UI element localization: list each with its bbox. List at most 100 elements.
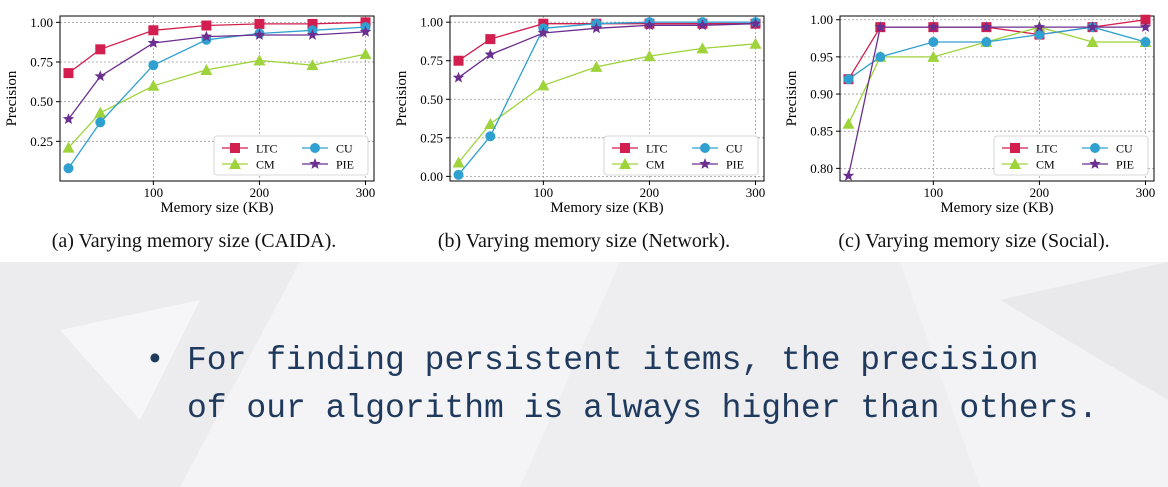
legend-marker [310, 143, 320, 153]
plot-frame [839, 15, 1155, 182]
legend-marker [1089, 158, 1101, 169]
bullet-marker: • [145, 342, 165, 379]
legend-label: CM [256, 158, 275, 172]
data-point [95, 44, 106, 55]
y-tick-label: 0.95 [810, 49, 833, 64]
data-point [453, 55, 464, 66]
data-point [306, 29, 319, 40]
data-point [875, 51, 886, 62]
chart-caption: (c) Varying memory size (Social). [838, 230, 1110, 252]
data-point [874, 21, 886, 32]
x-tick-label: 100 [534, 185, 554, 200]
data-point [200, 63, 213, 75]
x-axis-label: Memory size (KB) [940, 200, 1053, 216]
legend-marker [309, 158, 321, 169]
data-point [484, 48, 496, 60]
legend-marker [1090, 143, 1100, 153]
x-axis-label: Memory size (KB) [550, 200, 663, 216]
data-point [485, 131, 496, 142]
legend: LTC CU CM PIE [213, 135, 369, 176]
data-point [359, 48, 372, 60]
y-tick-label: 0.00 [420, 169, 443, 184]
data-point [306, 59, 319, 71]
y-tick-label: 0.75 [30, 55, 53, 70]
y-tick-label: 0.90 [810, 87, 833, 102]
y-tick-label: 1.00 [30, 15, 53, 30]
y-axis-label: Precision [394, 70, 410, 126]
data-point [62, 141, 75, 153]
legend-label: CU [726, 142, 743, 156]
legend-label: PIE [1116, 158, 1134, 172]
series-cm [62, 48, 372, 153]
chart-caption: (b) Varying memory size (Network). [437, 230, 731, 252]
y-tick-label: 0.50 [30, 94, 53, 109]
y-tick-label: 0.85 [810, 124, 833, 139]
data-point [643, 50, 656, 62]
x-tick-label: 300 [746, 185, 766, 200]
series-line [458, 23, 756, 79]
data-point [1086, 21, 1099, 32]
data-point [1140, 37, 1151, 48]
series-line [847, 19, 1146, 80]
data-point [254, 18, 265, 29]
series-line [847, 26, 1146, 125]
legend-marker [229, 158, 241, 169]
legend-marker [619, 158, 631, 169]
series-cm [452, 37, 762, 168]
series-line [848, 26, 1146, 80]
data-point [980, 21, 993, 32]
plot-frame [59, 15, 375, 182]
y-axis-label: Precision [784, 70, 800, 126]
chart-panel-network: 100 200 300 0.00 0.25 0.50 0.75 1.00 Memory size… [392, 8, 776, 256]
legend-label: LTC [646, 142, 668, 156]
y-tick-label: 0.50 [420, 92, 443, 107]
data-point [1033, 21, 1046, 32]
y-axis-label: Precision [4, 70, 20, 126]
legend-label: PIE [726, 158, 744, 172]
data-point [590, 60, 603, 72]
x-tick-label: 100 [924, 185, 944, 200]
legend-marker [1010, 143, 1020, 153]
plot-frame [449, 15, 765, 182]
chart-panel-social: 100 200 300 0.80 0.85 0.90 0.95 1.00 Memory size… [782, 8, 1166, 256]
legend-marker [699, 158, 711, 169]
data-point [842, 169, 855, 181]
series-line [458, 23, 756, 62]
series-ltc [63, 17, 371, 79]
data-point [537, 27, 550, 38]
data-point [148, 25, 159, 36]
series-pie [452, 17, 762, 83]
chart-social: 100 200 300 0.80 0.85 0.90 0.95 1.00 Memory size… [784, 12, 1155, 216]
legend-label: CU [1116, 142, 1133, 156]
chart-panel-caida: 100 200 300 0.25 0.50 0.75 1.00 Memory size (KB… [2, 8, 386, 256]
series-cu [843, 22, 1151, 85]
data-point [927, 21, 940, 32]
x-tick-label: 200 [640, 185, 660, 200]
legend: LTC CU CM PIE [603, 135, 759, 176]
data-point [201, 20, 212, 31]
legend-marker [1009, 158, 1021, 169]
data-point [749, 37, 762, 49]
data-point [62, 113, 75, 124]
data-point [1086, 36, 1099, 48]
data-point [452, 156, 465, 168]
data-point [200, 30, 213, 42]
legend-label: CU [336, 142, 353, 156]
legend-marker [700, 143, 710, 153]
data-point [1139, 21, 1152, 32]
data-point [590, 22, 603, 34]
y-tick-label: 1.00 [420, 15, 443, 30]
data-point [94, 70, 106, 82]
x-tick-label: 200 [250, 185, 270, 200]
data-point [928, 37, 939, 48]
data-point [147, 79, 160, 91]
data-point [843, 74, 854, 85]
series-cm [842, 21, 1152, 129]
data-point [253, 29, 266, 40]
data-point [749, 17, 762, 29]
x-tick-label: 100 [144, 185, 164, 200]
data-point [927, 50, 940, 62]
x-tick-label: 300 [356, 185, 376, 200]
legend-frame [993, 135, 1149, 176]
